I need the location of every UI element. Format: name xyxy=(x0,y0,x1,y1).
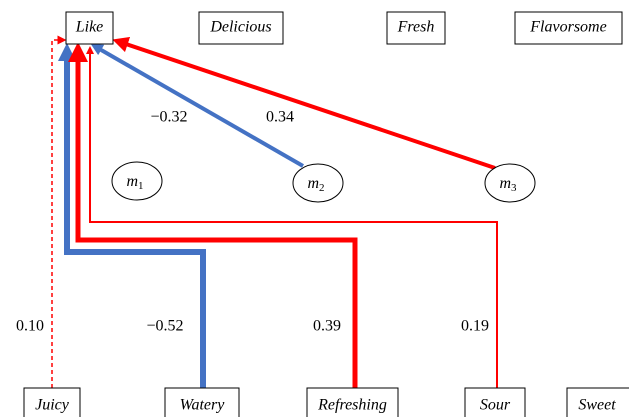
mediator xyxy=(484,163,536,203)
node-box xyxy=(164,387,240,417)
mediator-label: m2 xyxy=(307,175,324,194)
node-label: Fresh xyxy=(397,19,435,36)
node-label: Refreshing xyxy=(317,397,387,414)
node-box xyxy=(198,11,284,45)
mediator-base: m xyxy=(307,175,319,192)
node-box xyxy=(514,11,623,45)
node-box xyxy=(306,387,399,417)
edge-juicy xyxy=(51,35,67,388)
node-label: Delicious xyxy=(209,19,271,36)
node-box xyxy=(65,11,114,45)
coef-label: −0.52 xyxy=(146,318,183,335)
node-label: Watery xyxy=(180,397,226,414)
node-label: Flavorsome xyxy=(529,19,606,36)
node-box xyxy=(23,387,81,417)
edge-m3 xyxy=(112,36,496,170)
coef-label: 0.19 xyxy=(461,318,489,335)
node-box xyxy=(386,11,446,45)
edge-sour xyxy=(86,46,498,388)
mediator-sub: 2 xyxy=(319,182,325,194)
mediator xyxy=(111,161,163,201)
mediator-sub: 1 xyxy=(138,180,144,192)
node-label: Juicy xyxy=(35,397,70,414)
edge-m2 xyxy=(90,44,304,168)
mediator-sub: 3 xyxy=(511,182,517,194)
node-label: Sour xyxy=(480,397,511,414)
mediator-label: m1 xyxy=(126,173,143,192)
mediator-base: m xyxy=(126,173,138,190)
node-label: Sweet xyxy=(578,397,616,414)
node-box xyxy=(464,387,526,417)
coef-label: −0.32 xyxy=(150,109,187,126)
coef-label: 0.34 xyxy=(266,109,294,126)
edge-refreshing xyxy=(68,42,358,388)
coef-label: 0.39 xyxy=(313,318,341,335)
edge-watery xyxy=(58,43,206,388)
node-box xyxy=(566,387,629,417)
coef-label: 0.10 xyxy=(16,318,44,335)
mediator-base: m xyxy=(499,175,511,192)
mediator xyxy=(292,163,344,203)
mediator-label: m3 xyxy=(499,175,517,194)
node-label: Like xyxy=(75,19,104,36)
